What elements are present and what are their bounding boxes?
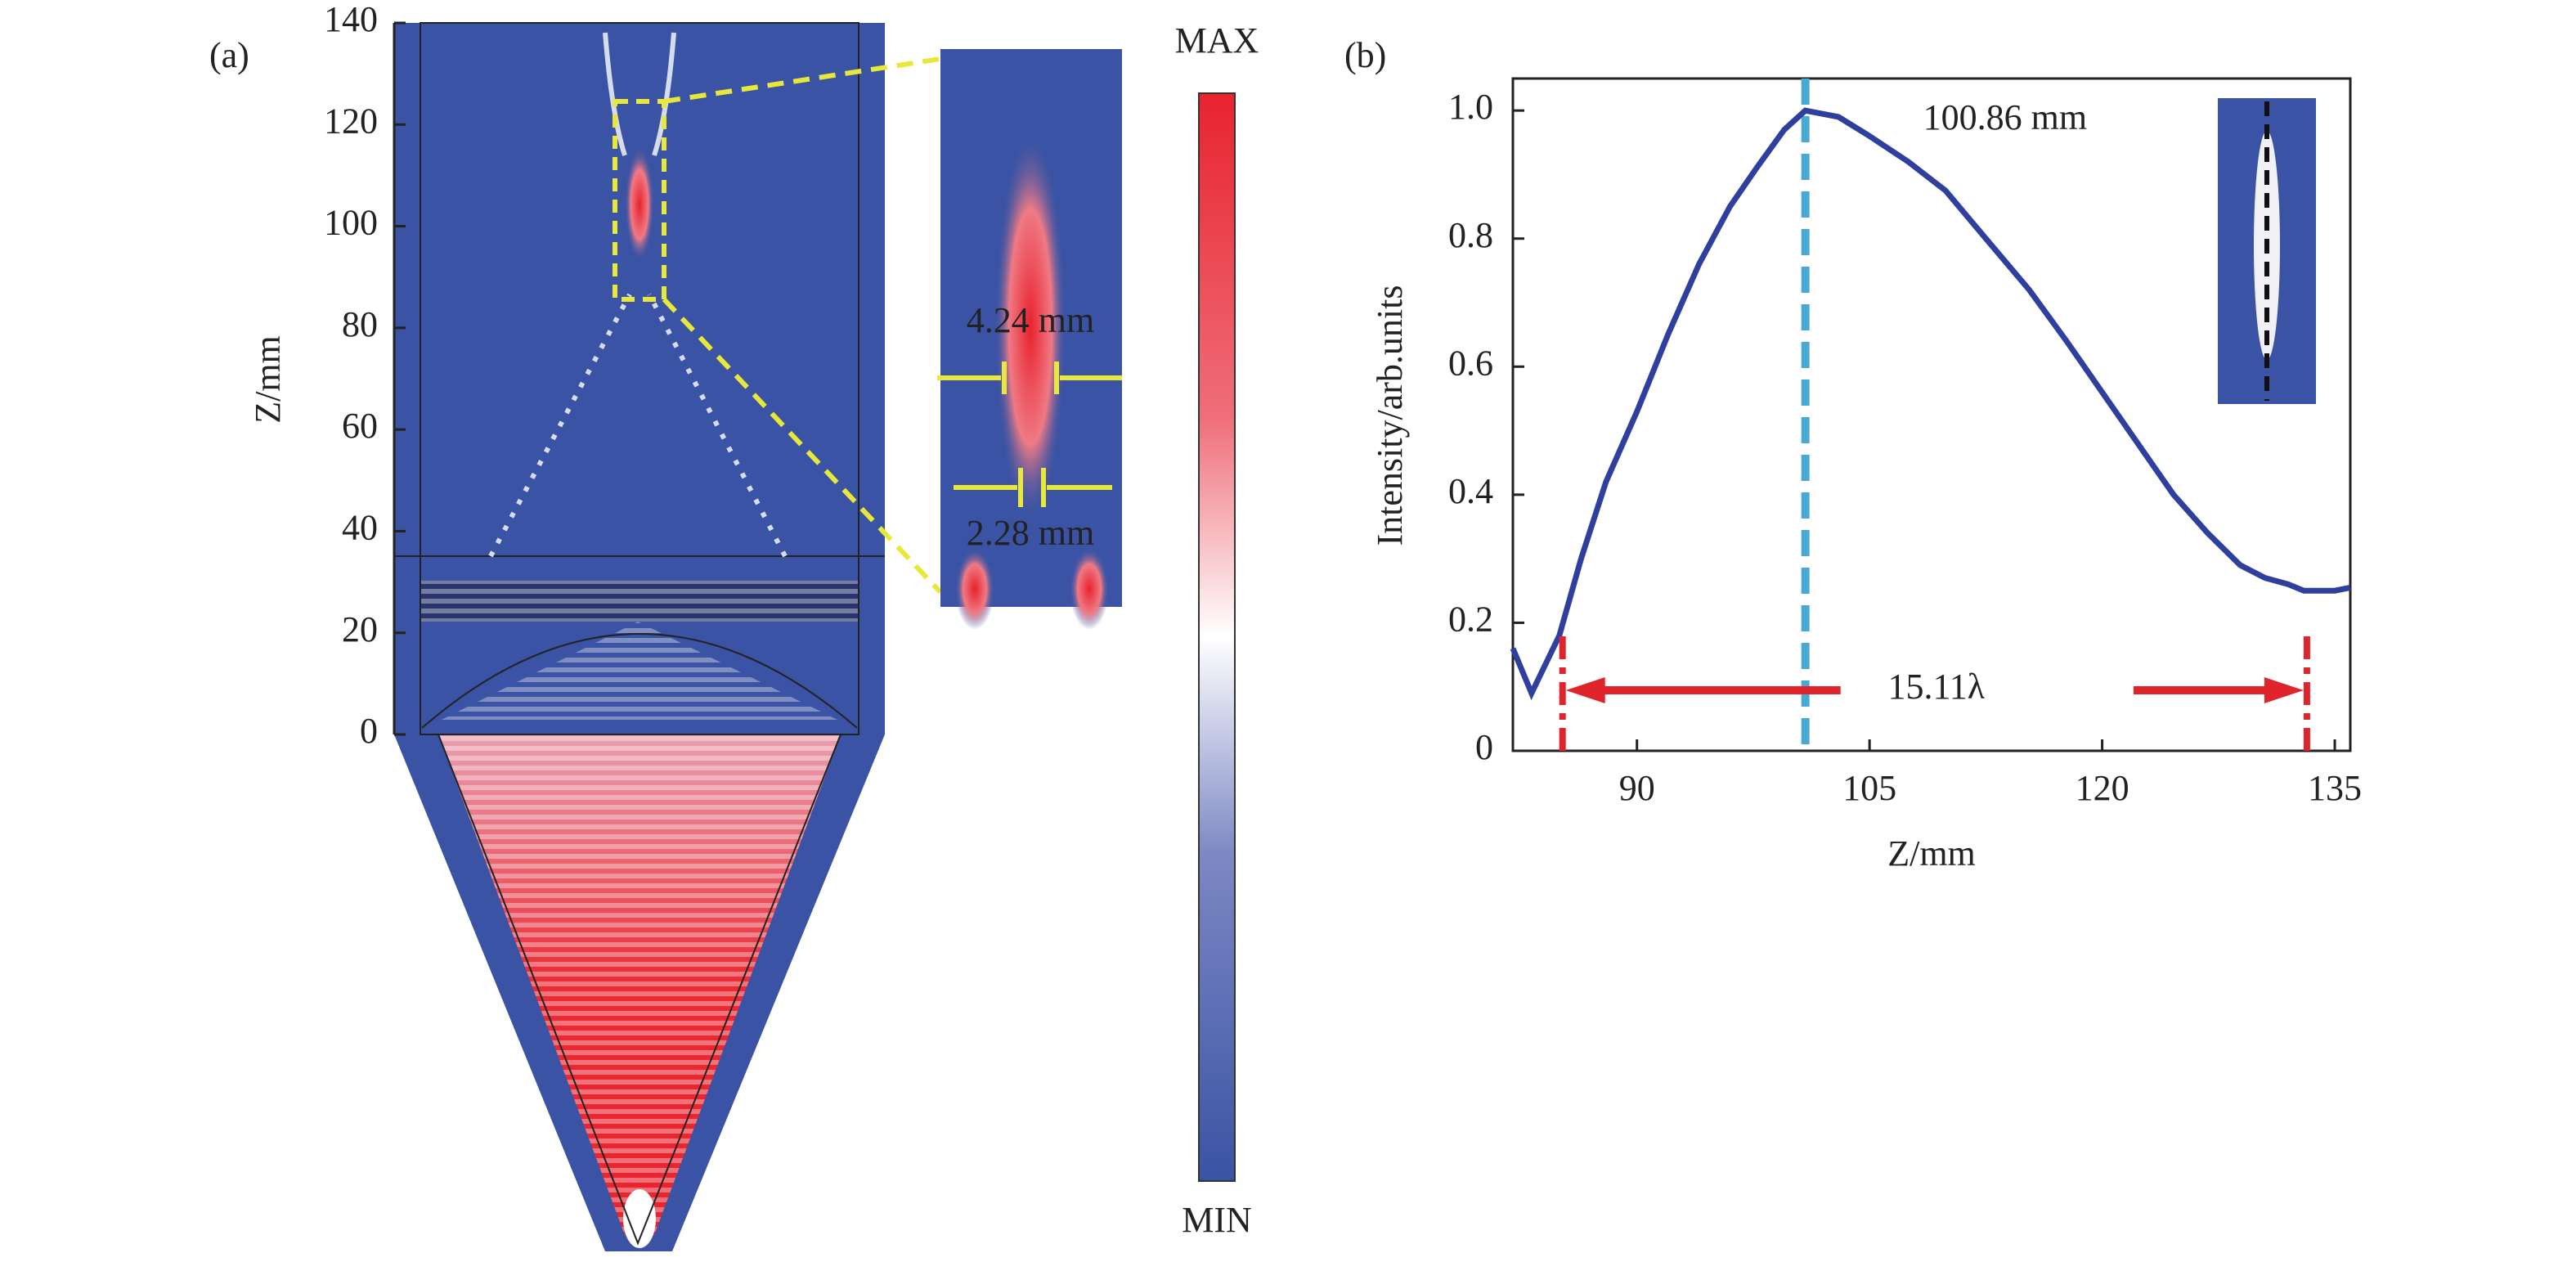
annotation: 4.24 mm: [967, 300, 1094, 340]
y-tick-label: 80: [342, 304, 378, 344]
y-tick-label: 0.2: [1448, 600, 1493, 640]
y-axis-label: Z/mm: [248, 335, 288, 424]
line: [1510, 107, 2351, 701]
marker-label: 100.86 mm: [1923, 97, 2087, 137]
field-image: [394, 22, 1236, 1251]
plot-frame: [1511, 77, 2352, 752]
panel-label: (b): [1344, 35, 1386, 75]
colorbar-label: MIN: [1182, 1200, 1252, 1240]
y-tick-label: 40: [342, 508, 378, 548]
y-tick-label: 0.6: [1448, 343, 1493, 383]
y-tick-label: 140: [324, 0, 378, 39]
y-tick-label: 60: [342, 406, 378, 446]
y-tick-label: 20: [342, 609, 378, 649]
annotation: 2.28 mm: [967, 513, 1094, 553]
y-tick-label: 1.0: [1448, 87, 1493, 127]
y-tick-label: 120: [324, 101, 378, 141]
x-tick-label: 90: [1619, 768, 1655, 808]
y-tick-label: 0: [360, 711, 378, 751]
arrow-head: [2264, 677, 2304, 703]
colorbar-label: MAX: [1175, 20, 1259, 61]
x-tick-label: 105: [1842, 768, 1896, 808]
x-axis-label: Z/mm: [1887, 833, 1976, 874]
panel-label: (a): [209, 35, 249, 75]
y-tick-label: 0.8: [1448, 215, 1493, 255]
arrow-head: [1565, 677, 1605, 703]
x-tick-label: 135: [2308, 768, 2362, 808]
span-label: 15.11λ: [1887, 667, 1985, 707]
y-axis-label: Intensity/arb.units: [1370, 285, 1410, 546]
y-tick-label: 100: [324, 203, 378, 243]
x-tick-label: 120: [2076, 768, 2129, 808]
y-tick-label: 0.4: [1448, 471, 1493, 511]
y-tick-label: 0: [1475, 727, 1493, 767]
inset-image: [2218, 98, 2316, 404]
